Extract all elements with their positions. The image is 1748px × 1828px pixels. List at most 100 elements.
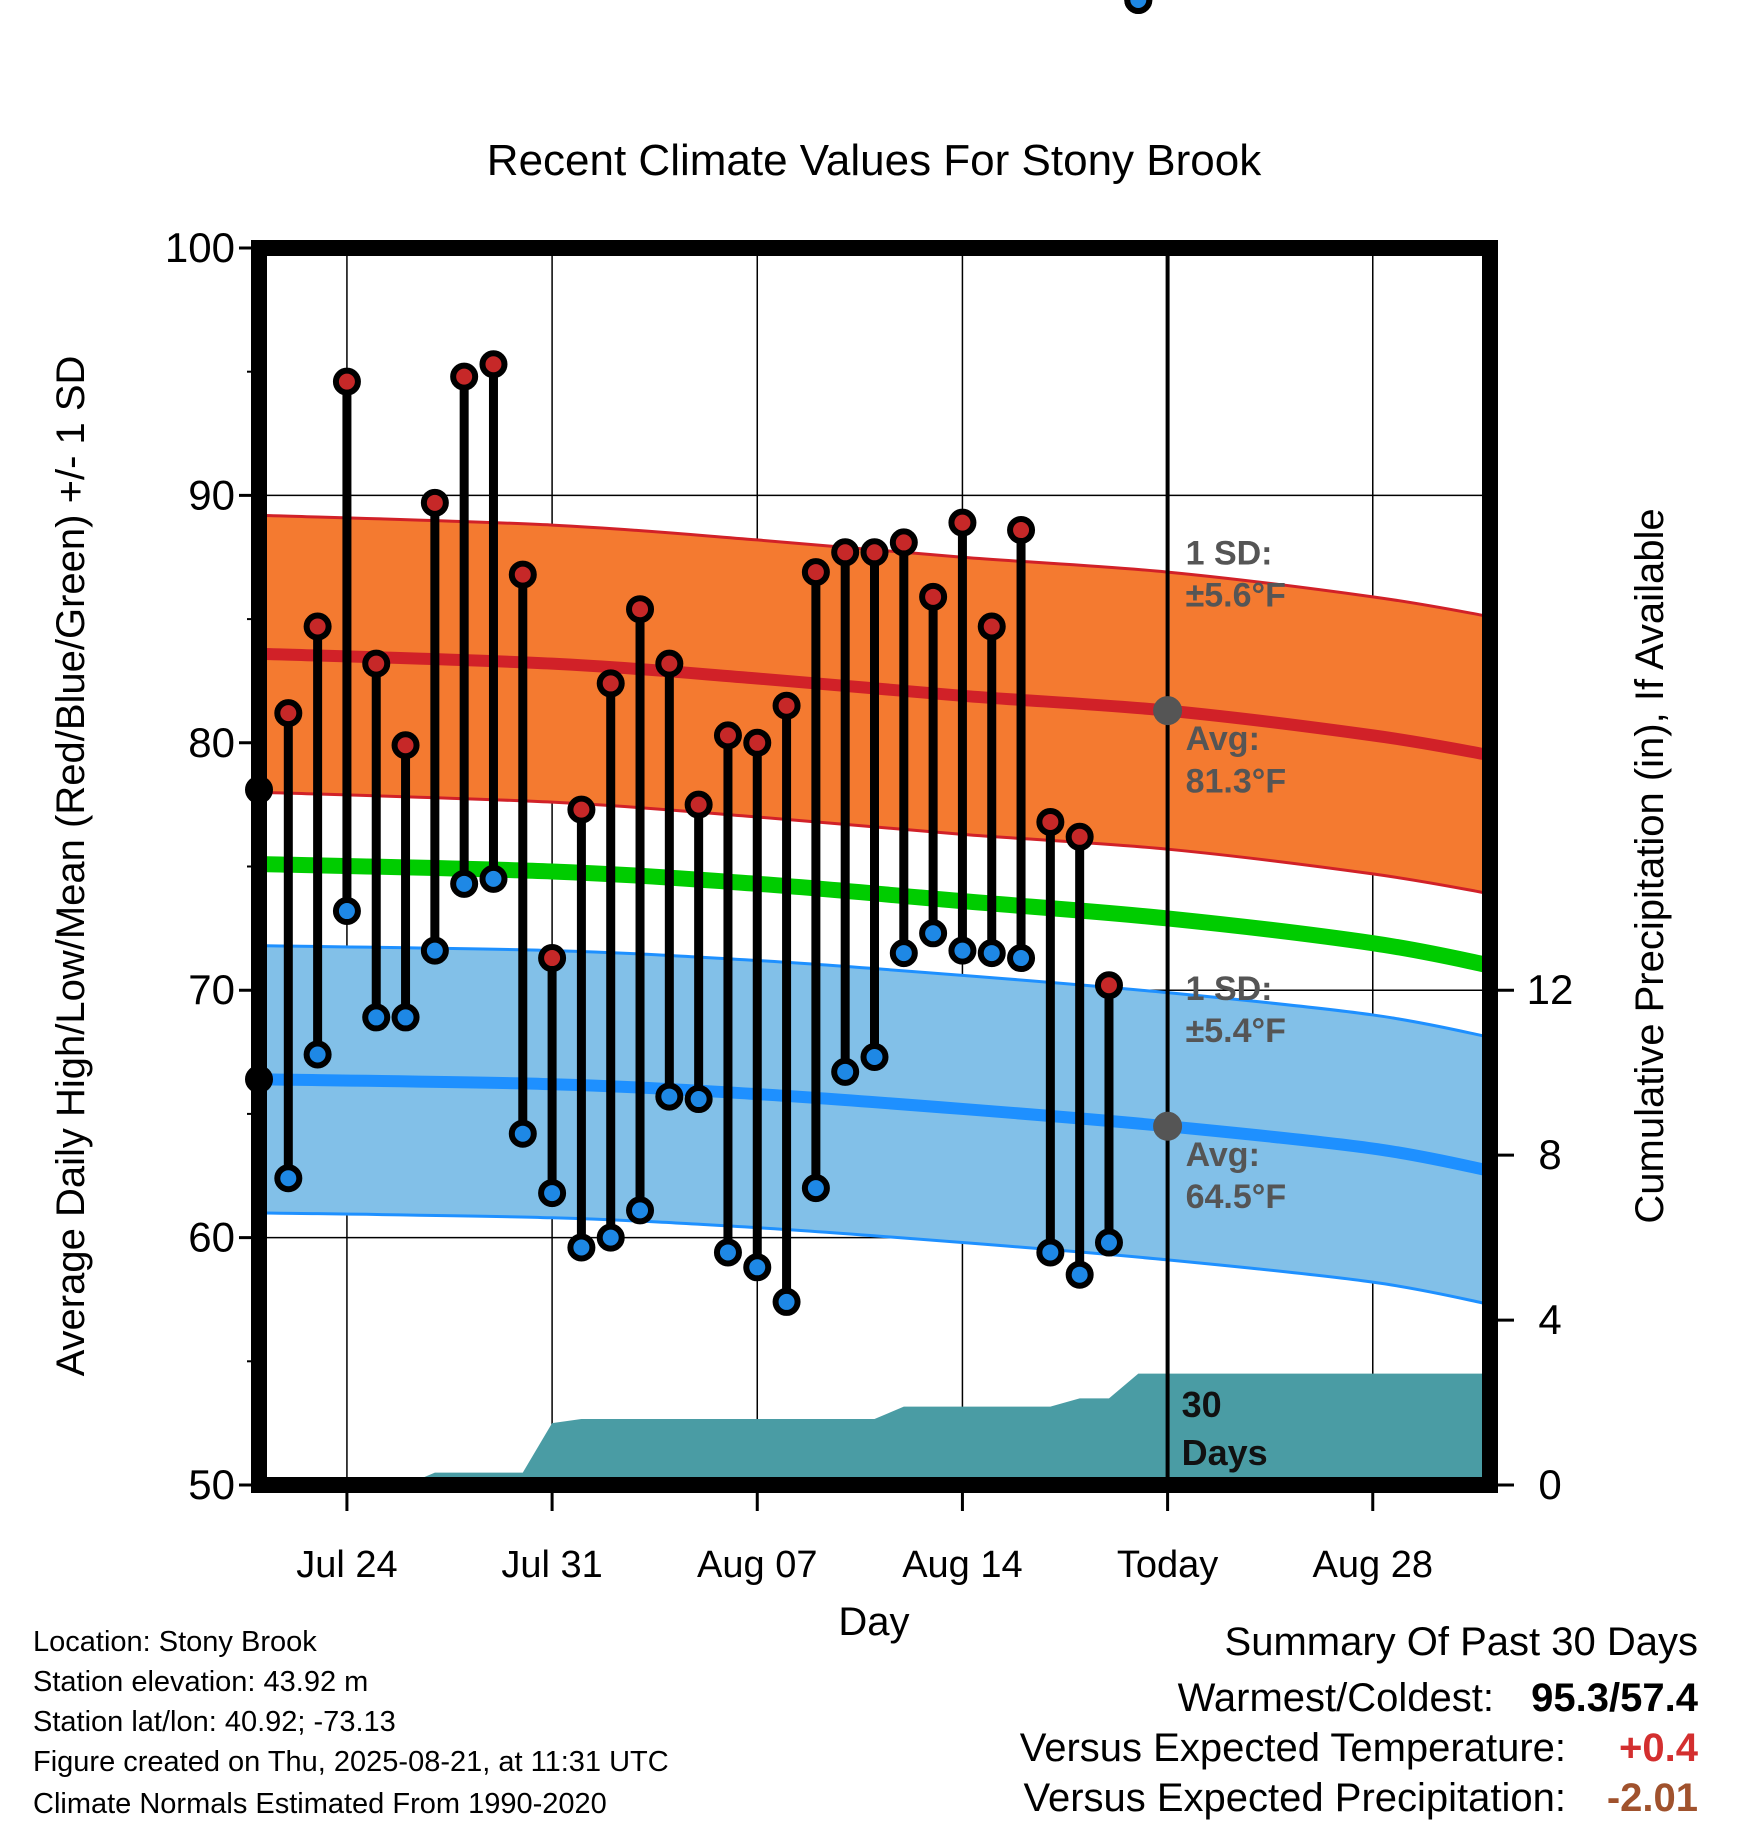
y-tick-label: 70 bbox=[188, 966, 235, 1013]
y2-tick-label: 12 bbox=[1527, 966, 1574, 1013]
warm-cold-label: Warmest/Coldest: bbox=[1177, 1676, 1494, 1720]
daily-low-point bbox=[450, 869, 479, 898]
warm-cold-values: 95.3/57.4 bbox=[1531, 1676, 1698, 1720]
daily-low-point bbox=[479, 864, 508, 893]
daily-low-point bbox=[919, 919, 948, 948]
daily-markers bbox=[245, 0, 1153, 1316]
x-tick-label: Today bbox=[1117, 1544, 1218, 1586]
temp-anomaly-value: +0.4 bbox=[1619, 1726, 1698, 1770]
created-text: Figure created on Thu, 2025-08-21, at 11… bbox=[33, 1746, 669, 1778]
daily-low-point bbox=[860, 1042, 889, 1071]
y-tick-label: 80 bbox=[188, 719, 235, 766]
x-tick-label: Aug 28 bbox=[1313, 1544, 1433, 1586]
temp-anomaly-label: Versus Expected Temperature: bbox=[1019, 1726, 1566, 1770]
daily-high-point bbox=[831, 538, 860, 567]
summary-title: Summary Of Past 30 Days bbox=[1224, 1620, 1698, 1664]
daily-low-point bbox=[713, 1238, 742, 1267]
daily-low-point bbox=[362, 1003, 391, 1032]
daily-high-point bbox=[420, 488, 449, 517]
daily-low-point bbox=[391, 1003, 420, 1032]
high-sd-value: ±5.6°F bbox=[1186, 577, 1286, 615]
daily-high-point bbox=[508, 560, 537, 589]
daily-high-point bbox=[1007, 516, 1036, 545]
daily-high-point bbox=[450, 362, 479, 391]
daily-low-point bbox=[274, 1164, 303, 1193]
precip-anomaly-value: -2.01 bbox=[1606, 1776, 1698, 1820]
daily-high-point bbox=[713, 721, 742, 750]
daily-low-point bbox=[538, 1179, 567, 1208]
daily-low-point bbox=[626, 1196, 655, 1225]
daily-range-stems bbox=[254, 364, 1114, 1302]
y2-tick-label: 8 bbox=[1538, 1131, 1561, 1178]
high-sd-upper-edge bbox=[258, 513, 1491, 619]
daily-low-point bbox=[655, 1082, 684, 1111]
low-sd-band bbox=[259, 945, 1490, 1305]
daily-high-point bbox=[567, 795, 596, 824]
daily-low-point bbox=[743, 1253, 772, 1282]
daily-low-point bbox=[596, 1223, 625, 1252]
daily-low-point bbox=[303, 1040, 332, 1069]
high-sd-label: 1 SD: bbox=[1186, 535, 1273, 573]
precip-days-number: 30 bbox=[1182, 1384, 1222, 1425]
x-axis-label: Day bbox=[838, 1600, 909, 1644]
daily-high-point bbox=[919, 582, 948, 611]
precipitation-area bbox=[259, 1373, 1490, 1485]
low-avg-value: 64.5°F bbox=[1186, 1178, 1287, 1216]
today-high-avg-dot bbox=[1153, 696, 1183, 726]
daily-low-point bbox=[889, 939, 918, 968]
daily-high-point bbox=[977, 612, 1006, 641]
daily-low-point bbox=[420, 936, 449, 965]
daily-low-point bbox=[801, 1174, 830, 1203]
daily-low-point bbox=[977, 939, 1006, 968]
daily-high-point bbox=[948, 508, 977, 537]
y-tick-label: 100 bbox=[165, 224, 235, 271]
daily-high-point bbox=[332, 367, 361, 396]
daily-high-point bbox=[1036, 807, 1065, 836]
daily-high-point bbox=[684, 790, 713, 819]
daily-high-point bbox=[743, 728, 772, 757]
x-tick-label: Jul 24 bbox=[296, 1544, 397, 1586]
y-tick-label: 50 bbox=[188, 1461, 235, 1508]
daily-high-point bbox=[801, 558, 830, 587]
coldest-value: 57.4 bbox=[1620, 1676, 1698, 1720]
daily-high-point bbox=[1065, 822, 1094, 851]
low-sd-lower-edge bbox=[258, 1211, 1491, 1306]
daily-low-point bbox=[684, 1085, 713, 1114]
daily-high-point bbox=[391, 731, 420, 760]
daily-high-point bbox=[860, 538, 889, 567]
daily-high-point bbox=[538, 944, 567, 973]
precip-anomaly-label: Versus Expected Precipitation: bbox=[1023, 1776, 1566, 1820]
y-axis-label: Average Daily High/Low/Mean (Red/Blue/Gr… bbox=[49, 356, 93, 1377]
daily-high-point bbox=[596, 669, 625, 698]
daily-low-point bbox=[567, 1233, 596, 1262]
x-tick-label: Aug 07 bbox=[697, 1544, 817, 1586]
daily-high-point bbox=[303, 612, 332, 641]
y2-tick-label: 0 bbox=[1538, 1461, 1561, 1508]
low-sd-value: ±5.4°F bbox=[1186, 1012, 1286, 1050]
x-axis: Jul 24 Jul 31 Aug 07 Aug 14 Today Aug 28 bbox=[296, 1485, 1433, 1586]
x-tick-label: Jul 31 bbox=[501, 1544, 602, 1586]
daily-high-point bbox=[889, 528, 918, 557]
daily-high-point bbox=[362, 649, 391, 678]
low-sd-label: 1 SD: bbox=[1186, 970, 1273, 1008]
y-axis-right: 0 4 8 12 bbox=[1490, 966, 1573, 1508]
latlon-text: Station lat/lon: 40.92; -73.13 bbox=[33, 1706, 396, 1738]
annotations: 1 SD: ±5.6°F Avg: 81.3°F 1 SD: ±5.4°F Avg: 64.5… bbox=[1153, 535, 1287, 1473]
daily-high-point bbox=[274, 699, 303, 728]
normals-text: Climate Normals Estimated From 1990-2020 bbox=[33, 1788, 607, 1820]
chart-title: Recent Climate Values For Stony Brook bbox=[487, 136, 1262, 185]
x-tick-label: Aug 14 bbox=[902, 1544, 1022, 1586]
y-tick-label: 60 bbox=[188, 1214, 235, 1261]
high-avg-label: Avg: bbox=[1186, 720, 1260, 758]
daily-low-point bbox=[772, 1287, 801, 1316]
daily-low-point bbox=[332, 897, 361, 926]
daily-low-point bbox=[1007, 944, 1036, 973]
y2-axis-label: Cumulative Precipitation (in), If Availa… bbox=[1628, 508, 1672, 1223]
elevation-text: Station elevation: 43.92 m bbox=[33, 1666, 369, 1698]
daily-low-point bbox=[1094, 1228, 1123, 1257]
plot-layers: 1 SD: ±5.6°F Avg: 81.3°F 1 SD: ±5.4°F Avg: 64.5… bbox=[245, 0, 1492, 1486]
daily-low-point bbox=[1124, 0, 1153, 14]
daily-high-point bbox=[626, 595, 655, 624]
daily-low-point bbox=[508, 1119, 537, 1148]
